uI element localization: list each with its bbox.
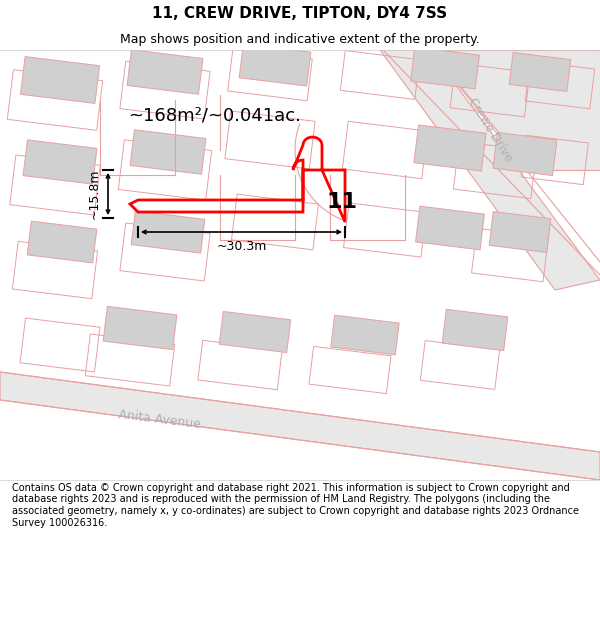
Polygon shape <box>380 50 600 290</box>
Polygon shape <box>410 47 479 89</box>
Polygon shape <box>130 130 206 174</box>
Text: Crewe Drive: Crewe Drive <box>465 96 515 164</box>
Polygon shape <box>131 211 205 253</box>
Polygon shape <box>20 57 100 103</box>
Polygon shape <box>103 306 177 349</box>
Polygon shape <box>414 125 486 171</box>
Text: Map shows position and indicative extent of the property.: Map shows position and indicative extent… <box>120 32 480 46</box>
Polygon shape <box>27 221 97 263</box>
Text: ~15.8m: ~15.8m <box>88 169 101 219</box>
Polygon shape <box>489 212 551 253</box>
Polygon shape <box>493 132 557 176</box>
Polygon shape <box>127 50 203 94</box>
Text: ~30.3m: ~30.3m <box>217 239 266 252</box>
Polygon shape <box>219 311 291 352</box>
Polygon shape <box>509 52 571 91</box>
Polygon shape <box>0 372 600 480</box>
Polygon shape <box>239 44 311 86</box>
Text: 11: 11 <box>326 192 358 212</box>
Polygon shape <box>416 206 484 250</box>
Text: ~168m²/~0.041ac.: ~168m²/~0.041ac. <box>128 106 301 124</box>
Text: Contains OS data © Crown copyright and database right 2021. This information is : Contains OS data © Crown copyright and d… <box>12 483 579 528</box>
Polygon shape <box>23 140 97 184</box>
Text: Anita Avenue: Anita Avenue <box>118 409 202 431</box>
Polygon shape <box>442 309 508 351</box>
Polygon shape <box>331 315 399 355</box>
Text: 11, CREW DRIVE, TIPTON, DY4 7SS: 11, CREW DRIVE, TIPTON, DY4 7SS <box>152 6 448 21</box>
Polygon shape <box>430 50 600 170</box>
